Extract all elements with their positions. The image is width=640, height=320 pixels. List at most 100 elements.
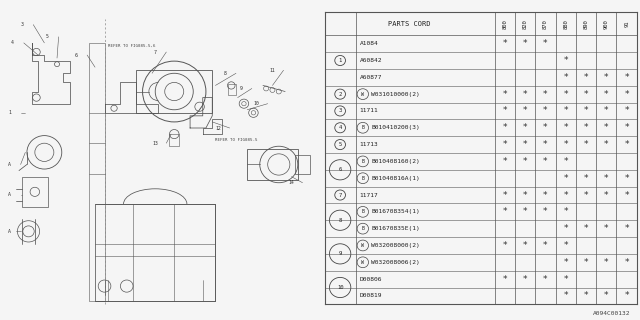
Text: *: * bbox=[502, 207, 507, 216]
Text: *: * bbox=[604, 292, 609, 300]
Text: *: * bbox=[563, 224, 568, 233]
Text: B: B bbox=[362, 226, 364, 231]
Text: *: * bbox=[502, 275, 507, 284]
Text: *: * bbox=[502, 241, 507, 250]
Text: 820: 820 bbox=[523, 19, 527, 29]
Text: *: * bbox=[625, 258, 629, 267]
Text: A60842: A60842 bbox=[360, 58, 382, 63]
Text: W031010000(2): W031010000(2) bbox=[371, 92, 420, 97]
Text: 11717: 11717 bbox=[360, 193, 378, 197]
Text: *: * bbox=[523, 140, 527, 149]
Text: *: * bbox=[543, 157, 548, 166]
Text: 8: 8 bbox=[339, 218, 342, 223]
Text: *: * bbox=[604, 174, 609, 183]
Text: *: * bbox=[625, 90, 629, 99]
Text: 3: 3 bbox=[20, 22, 24, 27]
Text: *: * bbox=[543, 190, 548, 200]
Text: B: B bbox=[362, 125, 364, 130]
Text: *: * bbox=[604, 73, 609, 82]
Text: *: * bbox=[604, 107, 609, 116]
Text: *: * bbox=[625, 292, 629, 300]
Text: *: * bbox=[625, 224, 629, 233]
Text: *: * bbox=[584, 107, 588, 116]
Text: *: * bbox=[563, 90, 568, 99]
Text: *: * bbox=[563, 258, 568, 267]
Text: *: * bbox=[625, 174, 629, 183]
Text: B016708354(1): B016708354(1) bbox=[371, 209, 420, 214]
Text: *: * bbox=[584, 123, 588, 132]
Text: B010408160(2): B010408160(2) bbox=[371, 159, 420, 164]
Text: *: * bbox=[563, 73, 568, 82]
Text: W032008000(2): W032008000(2) bbox=[371, 243, 420, 248]
Text: 5: 5 bbox=[339, 142, 342, 147]
Text: *: * bbox=[625, 123, 629, 132]
Text: REFER TO FIG085-5,6: REFER TO FIG085-5,6 bbox=[108, 44, 156, 48]
Text: *: * bbox=[502, 157, 507, 166]
Text: 9: 9 bbox=[339, 252, 342, 256]
Text: *: * bbox=[584, 140, 588, 149]
Text: *: * bbox=[563, 56, 568, 65]
Text: *: * bbox=[625, 140, 629, 149]
Text: 7: 7 bbox=[339, 193, 342, 197]
Text: *: * bbox=[543, 241, 548, 250]
Text: 9: 9 bbox=[239, 86, 242, 91]
Text: *: * bbox=[604, 123, 609, 132]
Text: *: * bbox=[604, 140, 609, 149]
Bar bbox=[228, 84, 236, 95]
Text: A: A bbox=[8, 162, 11, 167]
Bar bbox=[136, 70, 212, 113]
Text: B01670835E(1): B01670835E(1) bbox=[371, 226, 420, 231]
Text: *: * bbox=[563, 123, 568, 132]
Text: W: W bbox=[362, 260, 364, 265]
Bar bbox=[247, 149, 298, 180]
Text: B01040816A(1): B01040816A(1) bbox=[371, 176, 420, 181]
Text: *: * bbox=[563, 190, 568, 200]
Text: *: * bbox=[563, 241, 568, 250]
Text: A60877: A60877 bbox=[360, 75, 382, 80]
Text: *: * bbox=[523, 207, 527, 216]
Text: *: * bbox=[523, 190, 527, 200]
Bar bbox=[95, 204, 216, 301]
Text: 14: 14 bbox=[289, 180, 294, 185]
Text: *: * bbox=[543, 107, 548, 116]
Text: 11711: 11711 bbox=[360, 108, 378, 114]
Text: 870: 870 bbox=[543, 19, 548, 29]
Text: 11: 11 bbox=[269, 68, 275, 73]
Text: *: * bbox=[563, 207, 568, 216]
Text: *: * bbox=[584, 90, 588, 99]
Text: *: * bbox=[543, 123, 548, 132]
Text: *: * bbox=[563, 174, 568, 183]
Text: 11713: 11713 bbox=[360, 142, 378, 147]
Text: *: * bbox=[502, 90, 507, 99]
Text: 5: 5 bbox=[46, 34, 49, 39]
Text: *: * bbox=[584, 174, 588, 183]
Text: *: * bbox=[563, 140, 568, 149]
Text: *: * bbox=[502, 107, 507, 116]
Text: 91: 91 bbox=[624, 20, 629, 27]
Text: *: * bbox=[523, 157, 527, 166]
Text: B: B bbox=[362, 159, 364, 164]
Text: *: * bbox=[523, 107, 527, 116]
Bar bbox=[170, 134, 179, 146]
Text: *: * bbox=[543, 140, 548, 149]
Text: *: * bbox=[563, 292, 568, 300]
Text: *: * bbox=[604, 190, 609, 200]
Text: 10: 10 bbox=[337, 285, 344, 290]
Text: *: * bbox=[604, 224, 609, 233]
Text: *: * bbox=[584, 258, 588, 267]
Text: *: * bbox=[523, 39, 527, 48]
Text: *: * bbox=[625, 73, 629, 82]
Text: B010410200(3): B010410200(3) bbox=[371, 125, 420, 130]
Text: 8: 8 bbox=[223, 71, 227, 76]
Bar bbox=[294, 155, 310, 173]
Text: *: * bbox=[502, 140, 507, 149]
Text: W: W bbox=[362, 92, 364, 97]
Bar bbox=[22, 177, 47, 207]
Text: *: * bbox=[584, 190, 588, 200]
Text: *: * bbox=[625, 107, 629, 116]
Text: *: * bbox=[543, 39, 548, 48]
Text: 3: 3 bbox=[339, 108, 342, 114]
Text: *: * bbox=[563, 107, 568, 116]
Text: W032008006(2): W032008006(2) bbox=[371, 260, 420, 265]
Text: *: * bbox=[523, 275, 527, 284]
